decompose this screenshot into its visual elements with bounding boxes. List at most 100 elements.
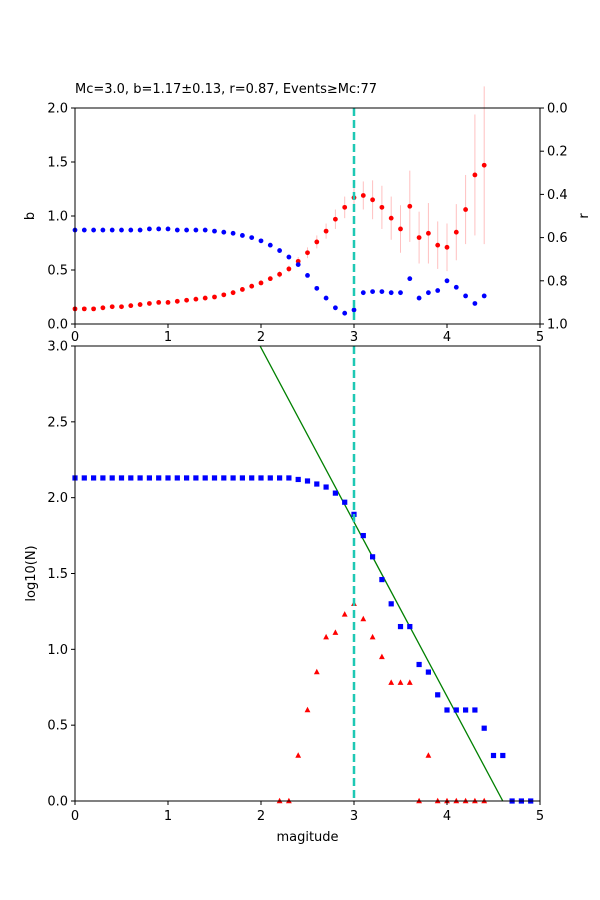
r-value-point	[249, 235, 255, 241]
top-r-tick-label: 0.8	[547, 274, 568, 289]
cumulative-point	[249, 475, 255, 481]
noncumulative-point	[369, 633, 376, 640]
r-value-point	[277, 248, 282, 253]
b-value-point	[165, 300, 171, 305]
b-value-point	[193, 296, 199, 302]
cumulative-point	[314, 481, 320, 487]
cumulative-point	[193, 475, 199, 481]
cumulative-point	[221, 475, 227, 481]
bottom-xlabel: magitude	[276, 830, 338, 845]
cumulative-point	[258, 475, 264, 481]
b-value-point	[323, 228, 329, 234]
cumulative-point	[91, 475, 97, 481]
cumulative-point	[397, 623, 404, 630]
noncumulative-point	[481, 797, 488, 804]
cumulative-point	[81, 475, 87, 481]
b-value-point	[91, 306, 96, 312]
top-r-tick-label: 0.0	[547, 102, 568, 117]
bottom-ylabel: log10(N)	[24, 545, 39, 601]
cumulative-point	[370, 554, 376, 560]
r-value-point	[258, 238, 264, 244]
cumulative-point	[416, 661, 422, 668]
top-y-tick-label: 1.0	[47, 210, 68, 225]
noncumulative-point	[388, 679, 395, 685]
b-value-point	[202, 295, 208, 301]
r-value-point	[416, 295, 422, 301]
b-value-point	[100, 305, 106, 311]
r-value-point	[351, 307, 357, 313]
noncumulative-point	[397, 679, 404, 685]
noncumulative-point	[434, 797, 441, 804]
r-value-point	[295, 262, 301, 267]
r-value-point	[109, 227, 115, 233]
noncumulative-point	[425, 752, 432, 758]
r-value-point	[333, 305, 338, 311]
cumulative-point	[128, 475, 134, 481]
b-value-point	[314, 239, 320, 245]
noncumulative-point	[286, 797, 292, 804]
top-r-tick-label: 0.6	[547, 231, 568, 246]
b-value-point	[267, 276, 273, 282]
cumulative-point	[109, 475, 115, 481]
b-value-point	[426, 230, 431, 236]
b-value-point	[137, 302, 143, 307]
r-value-point	[221, 229, 227, 235]
r-value-point	[240, 233, 245, 238]
b-value-point	[333, 216, 338, 222]
r-value-point	[407, 276, 413, 282]
noncumulative-point	[332, 629, 339, 635]
cumulative-point	[286, 475, 292, 481]
b-value-point	[119, 304, 124, 310]
top-x-tick-label: 3	[350, 330, 358, 345]
b-value-point	[398, 226, 403, 232]
cumulative-point	[407, 623, 413, 630]
noncumulative-point	[472, 797, 478, 804]
cumulative-point	[444, 707, 450, 713]
r-value-point	[323, 295, 329, 301]
top-panel: 0 1 2 3 4 5 0.0 0.5 1.0 1.5 2.0 0.0 0.2 0.4 0.6 0.8 1.…	[23, 82, 592, 345]
top-y-tick-label: 0.0	[47, 318, 68, 333]
b-value-point	[444, 244, 450, 250]
cumulative-point	[388, 601, 394, 607]
bottom-x-tick-label: 4	[443, 809, 451, 824]
top-r-tick-label: 1.0	[547, 318, 568, 333]
b-value-point	[240, 287, 245, 292]
r-value-point	[137, 227, 143, 233]
noncumulative-point	[360, 615, 367, 622]
noncumulative-point	[341, 611, 348, 617]
cumulative-point	[184, 475, 190, 481]
b-value-point	[249, 283, 255, 289]
bottom-y-tick-label: 1.0	[47, 643, 68, 658]
cumulative-point	[379, 576, 385, 583]
r-value-point	[388, 290, 394, 296]
noncumulative-point	[444, 797, 450, 804]
b-value-point	[221, 292, 227, 298]
bottom-y-tick-label: 2.0	[47, 491, 68, 506]
b-value-point	[481, 162, 487, 168]
r-value-point	[147, 226, 152, 232]
b-value-point	[435, 242, 441, 248]
r-value-point	[444, 278, 450, 284]
r-value-point	[481, 293, 487, 299]
b-value-point	[407, 203, 413, 209]
top-title: Mc=3.0, b=1.17±0.13, r=0.87, Events≥Mc:7…	[75, 82, 377, 97]
b-value-point	[286, 266, 292, 272]
cumulative-point	[332, 490, 338, 496]
top-r-tick-label: 0.2	[547, 145, 568, 160]
cumulative-point	[239, 475, 245, 481]
cumulative-point	[342, 499, 348, 505]
b-value-point	[81, 306, 87, 312]
gr-fit-line	[259, 346, 504, 801]
r-value-point	[398, 290, 403, 296]
cumulative-point	[137, 475, 143, 481]
cumulative-point	[165, 475, 171, 481]
top-ylabel: b	[23, 212, 38, 220]
top-x-tick-label: 4	[443, 330, 451, 345]
noncumulative-point	[313, 668, 320, 675]
cumulative-point	[118, 475, 125, 481]
cumulative-point	[202, 475, 208, 481]
cumulative-point	[100, 475, 106, 481]
top-y-tick-label: 2.0	[47, 102, 68, 117]
r-value-point	[370, 289, 375, 294]
